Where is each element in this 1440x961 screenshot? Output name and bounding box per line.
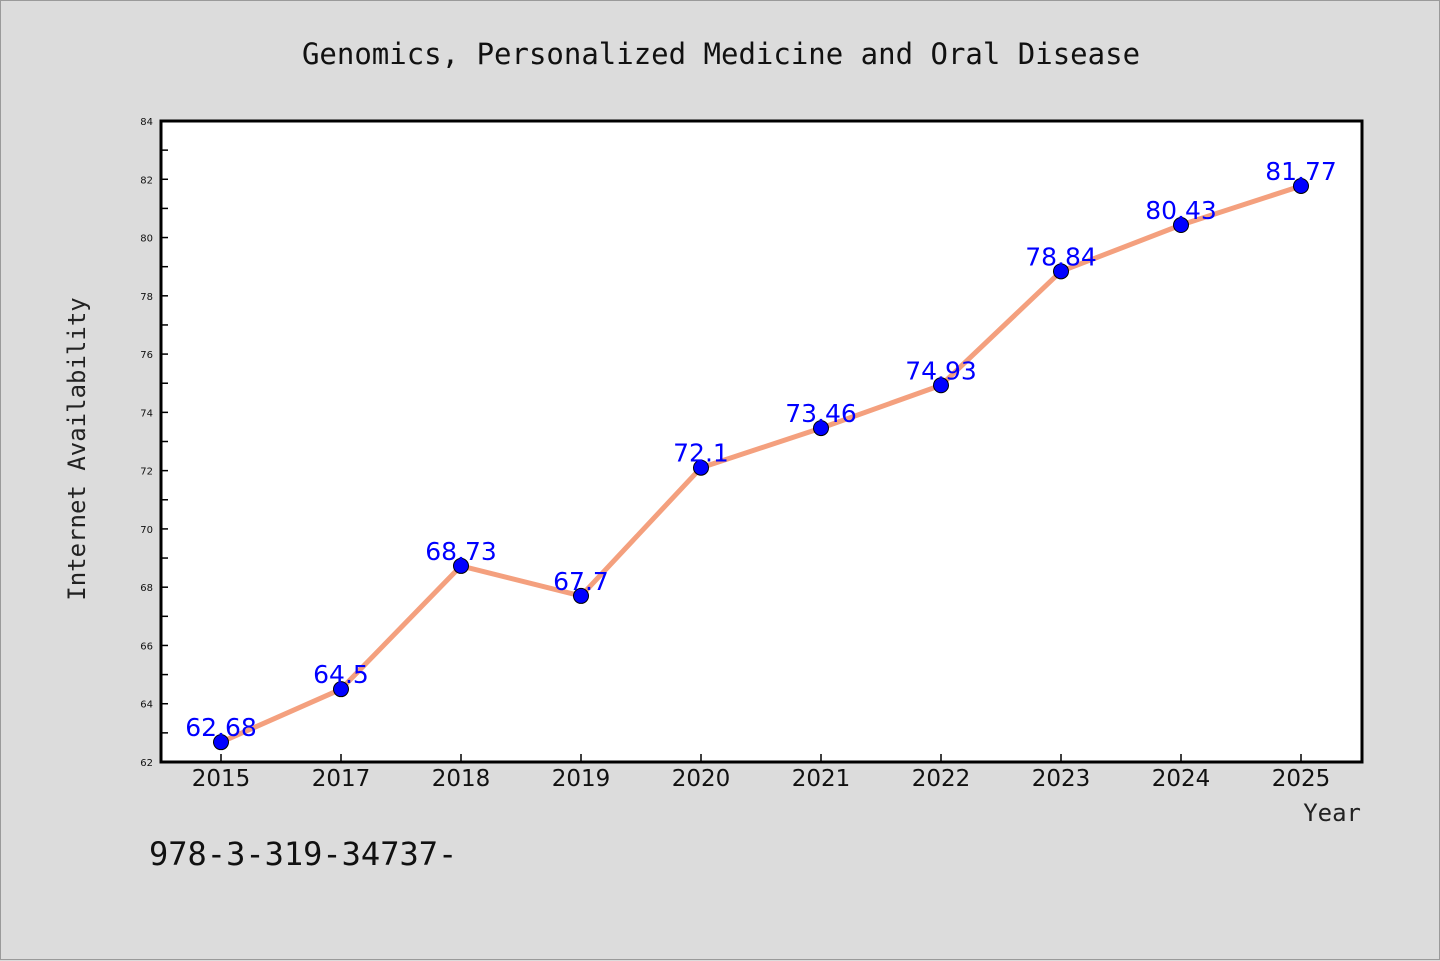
- data-label: 80.43: [1145, 196, 1217, 225]
- x-tick-label: 2023: [1032, 766, 1091, 792]
- y-tick-label: 74: [140, 408, 153, 419]
- x-axis: 2015 2017 2018 2019 2020 2021 2022 2023 2024 2025: [192, 754, 1331, 792]
- data-point: [573, 587, 589, 604]
- data-point: [213, 734, 229, 751]
- data-point: [1293, 177, 1309, 194]
- data-label: 67.7: [553, 567, 609, 596]
- x-tick-label: 2019: [552, 766, 611, 792]
- data-point: [813, 420, 829, 437]
- data-point: [933, 377, 949, 394]
- data-label: 78.84: [1025, 242, 1097, 271]
- data-point: [1173, 217, 1189, 234]
- series-markers: [213, 177, 1309, 751]
- data-label: 74.93: [905, 356, 977, 385]
- y-axis: 62 64 66 68 70 72 74 76 78 80 82 84: [140, 117, 168, 769]
- data-label: 68.73: [425, 537, 497, 566]
- x-tick-label: 2018: [432, 766, 491, 792]
- series-polyline: [218, 183, 1304, 745]
- y-tick-label: 64: [140, 700, 153, 711]
- x-tick-label: 2021: [792, 766, 851, 792]
- data-point: [453, 557, 469, 574]
- data-point: [333, 681, 349, 698]
- y-tick-label: 76: [140, 350, 153, 361]
- y-tick-label: 66: [140, 641, 153, 652]
- data-labels: 62.68 64.5 68.73 67.7 72.1 73.46 74.93 78.84 80.…: [185, 157, 1337, 742]
- data-label: 73.46: [785, 399, 857, 428]
- data-point: [693, 459, 709, 476]
- data-label: 62.68: [185, 713, 257, 742]
- x-tick-label: 2017: [312, 766, 371, 792]
- y-tick-label: 80: [140, 234, 153, 245]
- y-tick-label: 78: [140, 292, 153, 303]
- y-tick-label: 62: [140, 758, 153, 769]
- y-axis-label: Internet Availability: [63, 297, 91, 600]
- data-label: 72.1: [673, 439, 729, 468]
- x-tick-label: 2022: [912, 766, 971, 792]
- y-tick-label: 68: [140, 583, 153, 594]
- x-tick-label: 2024: [1152, 766, 1211, 792]
- y-tick-label: 82: [140, 175, 153, 186]
- series-line: [218, 183, 1304, 745]
- x-tick-label: 2025: [1272, 766, 1331, 792]
- data-label: 81.77: [1265, 157, 1337, 186]
- chart-title: Genomics, Personalized Medicine and Oral…: [302, 37, 1140, 71]
- plot-area: [159, 119, 1364, 764]
- y-tick-label: 72: [140, 467, 153, 478]
- y-tick-label: 70: [140, 525, 153, 536]
- x-axis-label: Year: [1303, 799, 1361, 827]
- x-tick-label: 2015: [192, 766, 251, 792]
- x-tick-label: 2020: [672, 766, 731, 792]
- data-point: [1053, 263, 1069, 280]
- y-tick-label: 84: [140, 117, 153, 128]
- footer-isbn: 978-3-319-34737-: [149, 835, 457, 873]
- data-label: 64.5: [313, 660, 369, 689]
